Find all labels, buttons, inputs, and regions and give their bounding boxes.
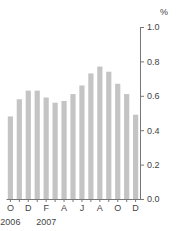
x-tick-mark xyxy=(28,199,29,202)
bar xyxy=(44,98,49,199)
bar xyxy=(35,91,40,199)
x-tick-mark xyxy=(73,199,74,202)
x-tick-label: O xyxy=(7,203,14,213)
bar xyxy=(17,99,22,199)
annotation: 2006 xyxy=(0,217,20,227)
bar xyxy=(8,116,13,199)
y-tick-label: 0.2 xyxy=(147,160,160,170)
y-tick-label: 1.0 xyxy=(147,22,160,32)
x-tick xyxy=(19,199,20,202)
y-axis-line xyxy=(140,28,141,200)
x-tick xyxy=(73,199,74,202)
x-tick-mark xyxy=(81,199,82,202)
bar xyxy=(97,67,102,199)
y-tick: 1.0 xyxy=(140,22,160,32)
y-axis: 0.0 0.2 0.4 0.6 0.8 1.0 xyxy=(140,22,160,204)
y-tick-mark xyxy=(140,130,144,131)
x-tick-label: F xyxy=(43,203,49,213)
x-tick-mark xyxy=(19,199,20,202)
y-tick-mark xyxy=(140,27,144,28)
x-tick xyxy=(108,199,109,202)
x-tick: J xyxy=(80,199,85,213)
x-tick-mark xyxy=(99,199,100,202)
x-tick-mark xyxy=(90,199,91,202)
x-tick: A xyxy=(97,199,103,213)
y-tick-label: 0.0 xyxy=(147,194,160,204)
x-tick-mark xyxy=(126,199,127,202)
x-tick: F xyxy=(43,199,49,213)
x-tick: A xyxy=(61,199,67,213)
y-tick: 0.4 xyxy=(140,126,160,136)
bar xyxy=(53,103,58,199)
x-tick-mark xyxy=(46,199,47,202)
chart: 0.0 0.2 0.4 0.6 0.8 1.0 O D F A J A O D 2006 2007% xyxy=(0,0,181,231)
bar xyxy=(115,84,120,199)
bars xyxy=(8,67,138,199)
bar xyxy=(70,94,75,199)
x-tick-mark xyxy=(37,199,38,202)
bar xyxy=(79,85,84,199)
y-tick-label: 0.8 xyxy=(147,57,160,67)
bar xyxy=(88,73,93,199)
bar xyxy=(26,91,31,199)
y-tick-mark xyxy=(140,61,144,62)
x-tick-label: D xyxy=(132,203,139,213)
x-tick: D xyxy=(132,199,139,213)
y-tick-label: 0.6 xyxy=(147,91,160,101)
x-tick-label: A xyxy=(97,203,103,213)
x-tick-mark xyxy=(108,199,109,202)
annotation: 2007 xyxy=(36,217,56,227)
y-tick: 0.0 xyxy=(140,194,160,204)
x-tick-mark xyxy=(10,199,11,202)
bar xyxy=(133,115,138,199)
x-tick xyxy=(55,199,56,202)
y-tick-mark xyxy=(140,165,144,166)
bar xyxy=(106,72,111,199)
x-tick-label: J xyxy=(80,203,85,213)
y-tick-label: 0.4 xyxy=(147,126,160,136)
y-tick-mark xyxy=(140,199,144,200)
x-tick-label: A xyxy=(61,203,67,213)
y-tick: 0.2 xyxy=(140,160,160,170)
x-tick xyxy=(90,199,91,202)
y-tick: 0.6 xyxy=(140,91,160,101)
x-tick: O xyxy=(114,199,121,213)
bar xyxy=(124,94,129,199)
x-tick-mark xyxy=(64,199,65,202)
x-tick-label: D xyxy=(25,203,32,213)
y-axis-title: % xyxy=(160,7,168,17)
y-tick: 0.8 xyxy=(140,57,160,67)
y-tick-mark xyxy=(140,96,144,97)
x-axis: ODFAJAOD xyxy=(7,199,141,213)
x-tick xyxy=(37,199,38,202)
x-tick-label: O xyxy=(114,203,121,213)
x-tick xyxy=(126,199,127,202)
x-tick: O xyxy=(7,199,14,213)
x-tick: D xyxy=(25,199,32,213)
x-tick-mark xyxy=(135,199,136,202)
x-tick-mark xyxy=(55,199,56,202)
x-tick-mark xyxy=(117,199,118,202)
bar xyxy=(61,101,66,199)
